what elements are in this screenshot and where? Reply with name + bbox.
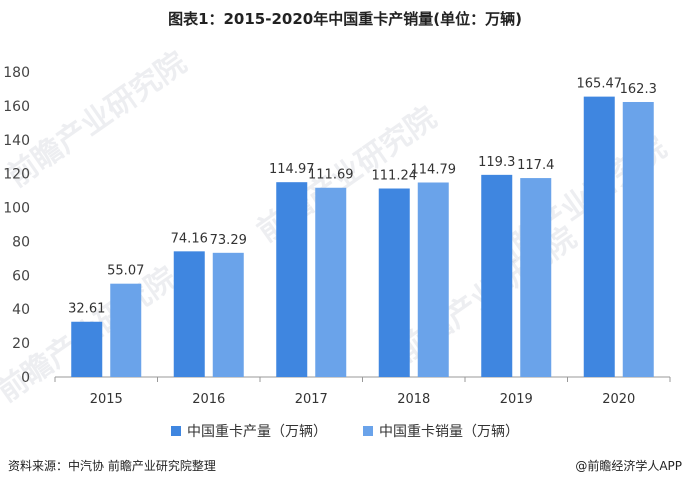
x-tick-label: 2017 (295, 392, 328, 407)
data-label-production: 119.3 (478, 155, 515, 170)
bar-chart: 0 20 40 60 80 100 120 140 160 180 2015 32.61 55.07 20… (3, 65, 671, 407)
data-label-production: 114.97 (269, 162, 315, 177)
data-label-production: 111.24 (372, 169, 418, 184)
y-tick-label: 40 (12, 302, 30, 318)
legend-swatch-production (171, 426, 181, 436)
bar-production (71, 321, 103, 377)
bar-production (583, 96, 615, 378)
credit-note: @前瞻经济学人APP (575, 459, 682, 473)
data-label-production: 32.61 (68, 302, 105, 317)
legend-item-production: 中国重卡产量（万辆） (171, 421, 327, 441)
chart-title: 图表1：2015-2020年中国重卡产销量(单位：万辆) (168, 10, 522, 28)
x-tick-label: 2016 (192, 392, 225, 407)
y-tick-label: 60 (12, 268, 30, 284)
y-tick-label: 0 (21, 370, 30, 386)
data-label-sales: 117.4 (517, 158, 554, 173)
y-tick-label: 160 (3, 99, 30, 115)
x-tick-label: 2015 (90, 392, 123, 407)
data-label-production: 74.16 (171, 231, 208, 246)
data-label-sales: 114.79 (411, 162, 457, 177)
legend-label-production: 中国重卡产量（万辆） (187, 424, 327, 440)
bar-sales (417, 182, 449, 377)
data-label-sales: 55.07 (107, 264, 144, 279)
bar-sales (315, 187, 347, 377)
bar-production (276, 182, 308, 377)
bar-sales (110, 283, 142, 377)
y-tick-label: 80 (12, 234, 30, 250)
legend-item-sales: 中国重卡销量（万辆） (363, 421, 519, 441)
x-tick-label: 2020 (602, 392, 635, 407)
bar-production (481, 174, 513, 377)
data-label-production: 165.47 (577, 77, 623, 92)
y-tick-label: 20 (12, 336, 30, 352)
bar-production (173, 251, 205, 377)
bar-sales (622, 101, 654, 377)
y-tick-label: 120 (3, 167, 30, 183)
bar-sales (520, 178, 552, 377)
legend-swatch-sales (363, 426, 373, 436)
data-label-sales: 111.69 (308, 168, 354, 183)
x-tick-label: 2019 (500, 392, 533, 407)
source-note: 资料来源：中汽协 前瞻产业研究院整理 (8, 459, 216, 473)
y-tick-label: 100 (3, 201, 30, 217)
y-tick-label: 140 (3, 133, 30, 149)
data-label-sales: 162.3 (620, 82, 657, 97)
bar-sales (212, 252, 244, 377)
bar-production (378, 188, 410, 377)
y-tick-label: 180 (3, 65, 30, 81)
x-tick-label: 2018 (397, 392, 430, 407)
legend: 中国重卡产量（万辆） 中国重卡销量（万辆） (0, 421, 690, 441)
data-label-sales: 73.29 (210, 233, 247, 248)
legend-label-sales: 中国重卡销量（万辆） (379, 424, 519, 440)
